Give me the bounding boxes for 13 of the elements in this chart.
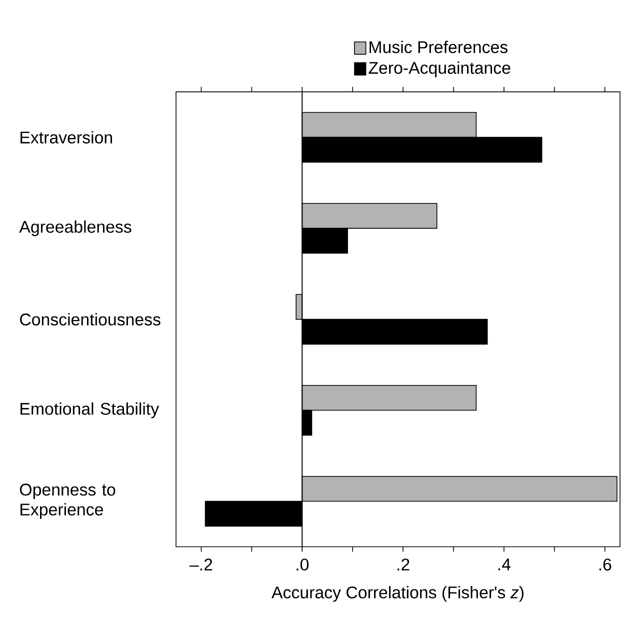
y-tick-label: Agreeableness [19, 220, 132, 236]
legend-label: Music Preferences [370, 40, 508, 54]
x-tick-label: .4 [498, 558, 511, 570]
x-tick-label: .0 [296, 558, 309, 571]
y-tick-label: Emotional Stability [20, 402, 160, 418]
x-tick-label: –.2 [190, 558, 212, 571]
legend-label: Zero-Acquaintance [368, 62, 510, 78]
y-tick-label: Extraversion [20, 131, 112, 144]
y-tick-label: Conscientiousness [20, 313, 160, 326]
y-tick-label: Openness to Experience [20, 484, 116, 520]
x-axis-title: Accuracy Correlations (Fisher's z) [272, 586, 524, 602]
x-tick-label: .2 [398, 558, 410, 571]
x-tick-label: .6 [599, 558, 612, 571]
